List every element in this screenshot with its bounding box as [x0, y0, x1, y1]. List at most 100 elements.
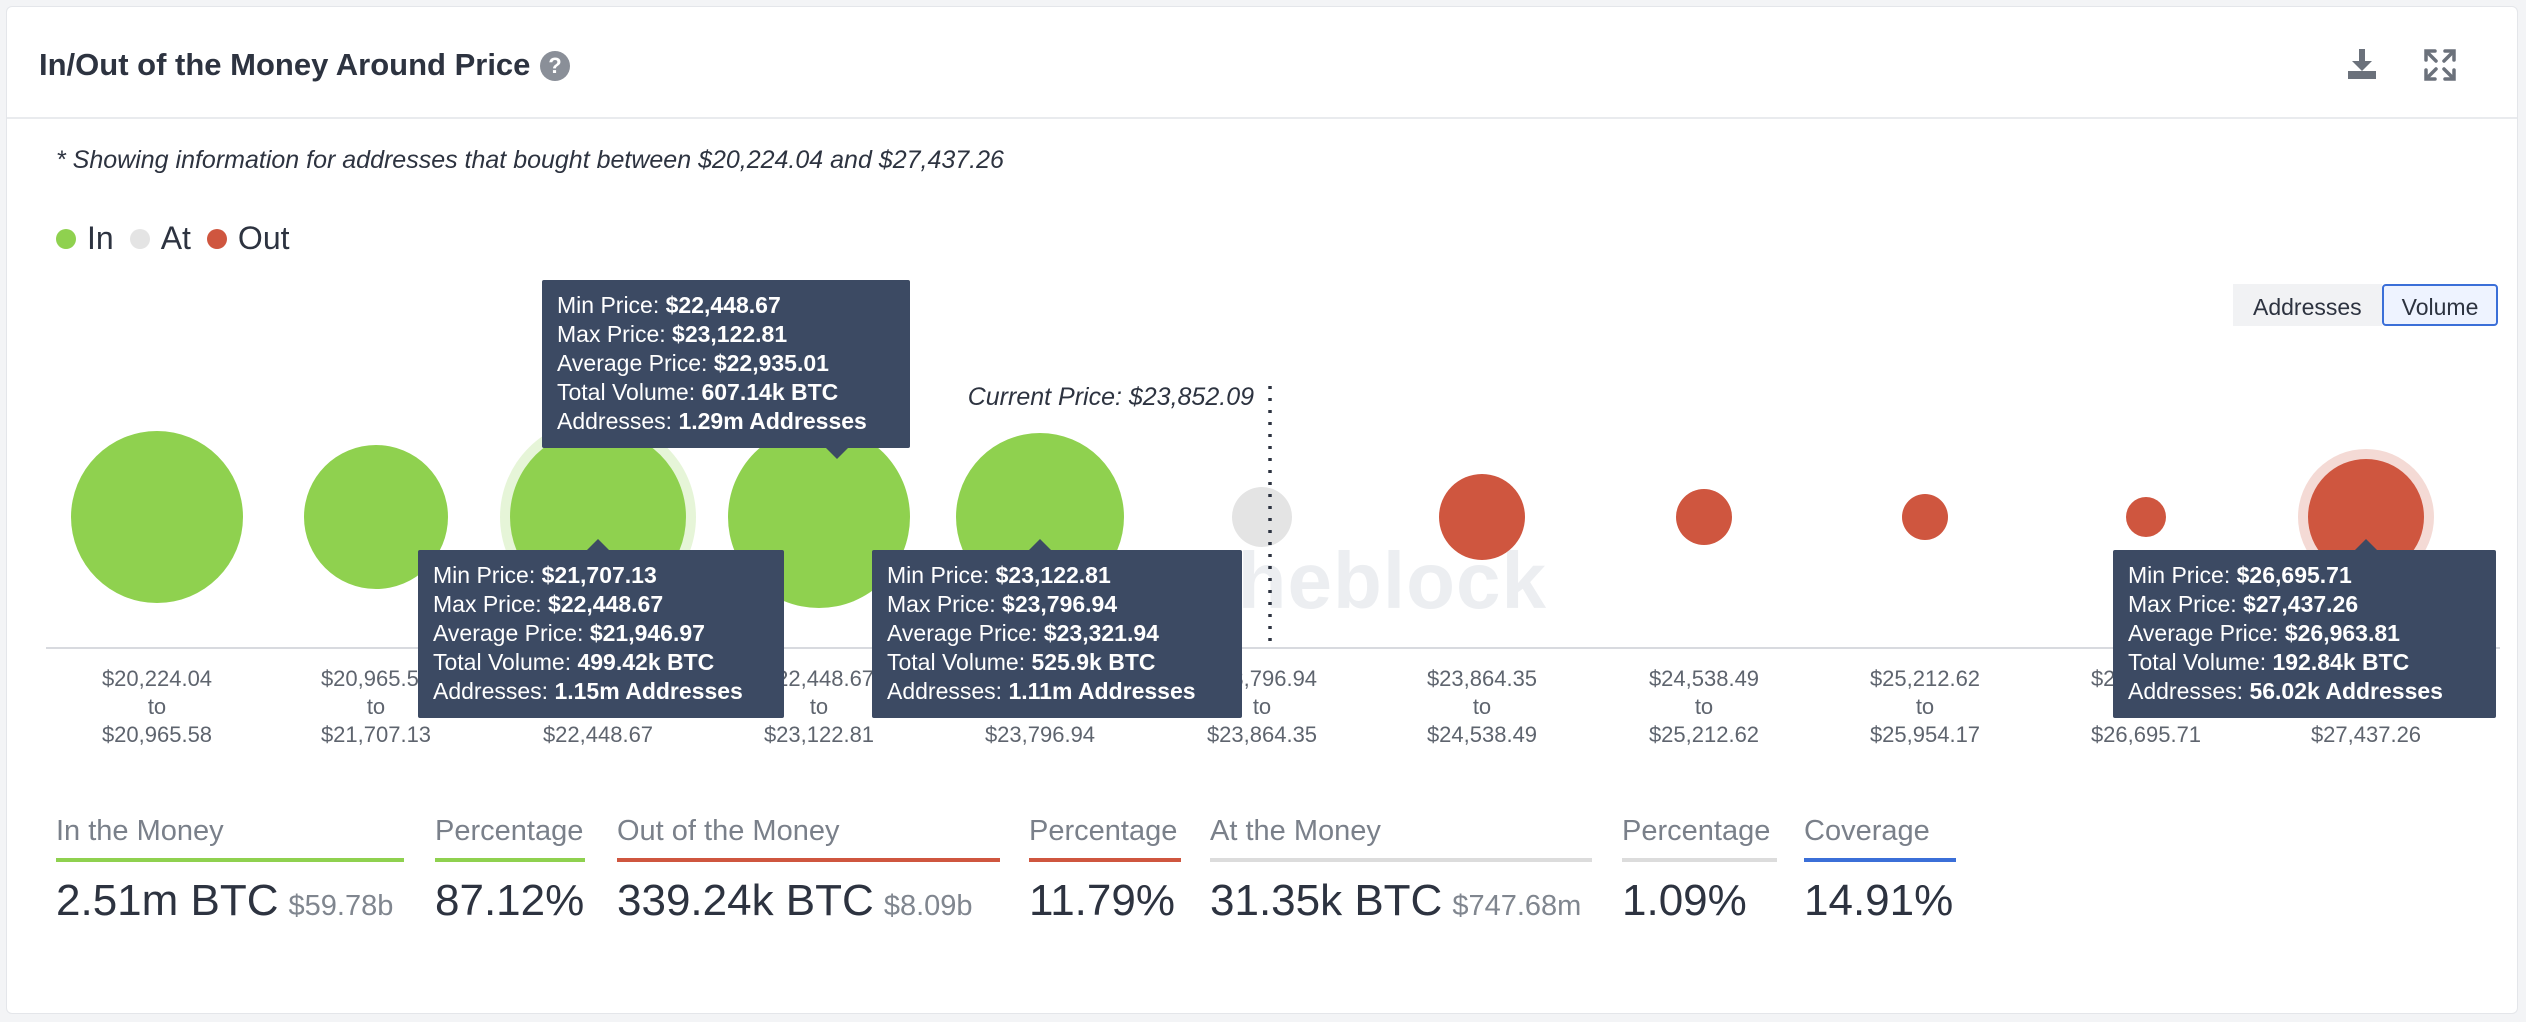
tooltip-row-volume: Total Volume: 525.9k BTC: [887, 648, 1227, 677]
stat-coverage: Coverage 14.91%: [1804, 815, 1956, 926]
bubble-out[interactable]: [2126, 497, 2166, 537]
stat-label: Coverage: [1804, 815, 1930, 847]
tooltip-row-min: Min Price: $22,448.67: [557, 291, 895, 320]
bubble-tooltip: Min Price: $21,707.13 Max Price: $22,448.…: [418, 539, 784, 718]
bubble-out[interactable]: [1902, 494, 1948, 540]
bubble-tooltip: Min Price: $26,695.71 Max Price: $27,437.…: [2113, 539, 2496, 718]
stat-value: 31.35k BTC $747.68m: [1210, 876, 1592, 926]
stat-underline: [1210, 858, 1592, 862]
bubble-out[interactable]: [2308, 459, 2424, 575]
tooltip-label: Max Price:: [557, 321, 673, 347]
stat-value: 11.79%: [1029, 876, 1175, 925]
tooltip-value: 56.02k Addresses: [2249, 678, 2443, 704]
stat-underline: [435, 858, 585, 862]
stat-out-percentage: Percentage 11.79%: [1029, 815, 1181, 926]
question-circle-icon[interactable]: ?: [540, 51, 570, 81]
tooltip-arrow: [2355, 539, 2377, 550]
x-tick-label: to: [148, 694, 166, 719]
legend-dot-in: [56, 228, 76, 249]
x-tick-label: to: [367, 694, 385, 719]
addresses-toggle-button[interactable]: Addresses: [2233, 284, 2382, 326]
stat-usd: $59.78b: [288, 890, 394, 922]
x-tick-label: to: [1473, 694, 1491, 719]
tooltip-value: $27,437.26: [2243, 591, 2359, 617]
tooltip-label: Max Price:: [887, 591, 1003, 617]
tooltip-label: Average Price:: [557, 350, 714, 376]
card-header: In/Out of the Money Around Price ?: [7, 7, 2517, 119]
tooltip-row-avg: Average Price: $23,321.94: [887, 619, 1227, 648]
stat-usd: $747.68m: [1452, 890, 1582, 922]
stat-value: 14.91%: [1804, 876, 1954, 925]
stat-underline: [1804, 858, 1956, 862]
legend-item-out[interactable]: Out: [206, 220, 290, 257]
x-tick-label: $25,212.62: [1649, 722, 1759, 747]
stat-main: 31.35k BTC: [1210, 876, 1443, 925]
tooltip-row-volume: Total Volume: 607.14k BTC: [557, 378, 895, 407]
x-tick-label: $22,448.67: [543, 722, 653, 747]
bubble-out[interactable]: [1676, 489, 1732, 545]
x-tick-label: to: [1695, 694, 1713, 719]
stat-value: 1.09%: [1622, 876, 1747, 925]
x-tick-label: $23,796.94: [985, 722, 1095, 747]
stat-at-the-money: At the Money 31.35k BTC $747.68m: [1210, 815, 1592, 926]
tooltip-value: 499.42k BTC: [577, 649, 715, 675]
x-tick-label: $20,965.58: [102, 722, 212, 747]
stat-value: 87.12%: [435, 876, 585, 925]
stat-out-of-the-money: Out of the Money 339.24k BTC $8.09b: [617, 815, 1000, 926]
stat-label: Percentage: [1622, 815, 1771, 847]
tooltip-label: Total Volume:: [433, 649, 578, 675]
x-tick-label: to: [1253, 694, 1271, 719]
bubble-at[interactable]: [1232, 487, 1292, 547]
tooltip-label: Addresses:: [557, 408, 679, 434]
tooltip-value: $21,946.97: [589, 620, 705, 646]
tooltip-row-addresses: Addresses: 56.02k Addresses: [2128, 677, 2481, 706]
tooltip-value: $22,448.67: [548, 591, 664, 617]
expand-icon[interactable]: [2418, 43, 2462, 87]
bubble-tooltip: Min Price: $22,448.67 Max Price: $23,122.…: [542, 280, 910, 459]
bubble-in[interactable]: [71, 431, 243, 603]
download-icon[interactable]: [2340, 43, 2384, 87]
tooltip-row-min: Min Price: $26,695.71: [2128, 561, 2481, 590]
legend-item-at[interactable]: At: [129, 220, 191, 257]
bubble-in[interactable]: [304, 445, 448, 589]
tooltip-row-avg: Average Price: $21,946.97: [433, 619, 769, 648]
x-tick-label: $25,212.62: [1870, 666, 1980, 691]
tooltip-label: Max Price:: [433, 591, 549, 617]
stat-underline: [1622, 858, 1777, 862]
tooltip-label: Min Price:: [887, 562, 996, 588]
stat-usd: $8.09b: [883, 890, 973, 922]
stat-in-percentage: Percentage 87.12%: [435, 815, 585, 926]
tooltip-value: 525.9k BTC: [1031, 649, 1156, 675]
tooltip-value: $23,122.81: [672, 321, 788, 347]
tooltip-label: Total Volume:: [557, 379, 702, 405]
tooltip-label: Min Price:: [557, 292, 666, 318]
legend-label-out: Out: [237, 220, 290, 256]
stat-main: 339.24k BTC: [617, 876, 874, 925]
legend-item-in[interactable]: In: [56, 220, 114, 257]
bubble-tooltip: Min Price: $23,122.81 Max Price: $23,796.…: [872, 539, 1242, 718]
x-tick-label: $27,437.26: [2311, 722, 2421, 747]
tooltip-label: Max Price:: [2128, 591, 2244, 617]
x-tick-label: $20,224.04: [102, 666, 212, 691]
x-tick-label: $23,122.81: [764, 722, 874, 747]
x-tick-label: $21,707.13: [321, 722, 431, 747]
tooltip-row-max: Max Price: $27,437.26: [2128, 590, 2481, 619]
x-tick-label: $24,538.49: [1649, 666, 1759, 691]
x-tick-label: $20,965.58: [321, 666, 431, 691]
tooltip-arrow: [587, 539, 609, 550]
tooltip-label: Average Price:: [887, 620, 1044, 646]
stat-underline: [617, 858, 1000, 862]
current-price-label: Current Price: $23,852.09: [968, 383, 1254, 411]
legend-label-in: In: [87, 220, 114, 256]
tooltip-label: Average Price:: [433, 620, 590, 646]
bubble-out[interactable]: [1439, 474, 1525, 560]
tooltip-row-min: Min Price: $21,707.13: [433, 561, 769, 590]
tooltip-label: Min Price:: [433, 562, 542, 588]
tooltip-row-addresses: Addresses: 1.11m Addresses: [887, 677, 1227, 706]
tooltip-label: Addresses:: [2128, 678, 2250, 704]
volume-toggle-button[interactable]: Volume: [2381, 284, 2499, 326]
tooltip-value: $26,963.81: [2284, 620, 2400, 646]
stat-value: 2.51m BTC $59.78b: [56, 876, 404, 926]
tooltip-label: Total Volume:: [2128, 649, 2273, 675]
x-tick-label: to: [810, 694, 828, 719]
